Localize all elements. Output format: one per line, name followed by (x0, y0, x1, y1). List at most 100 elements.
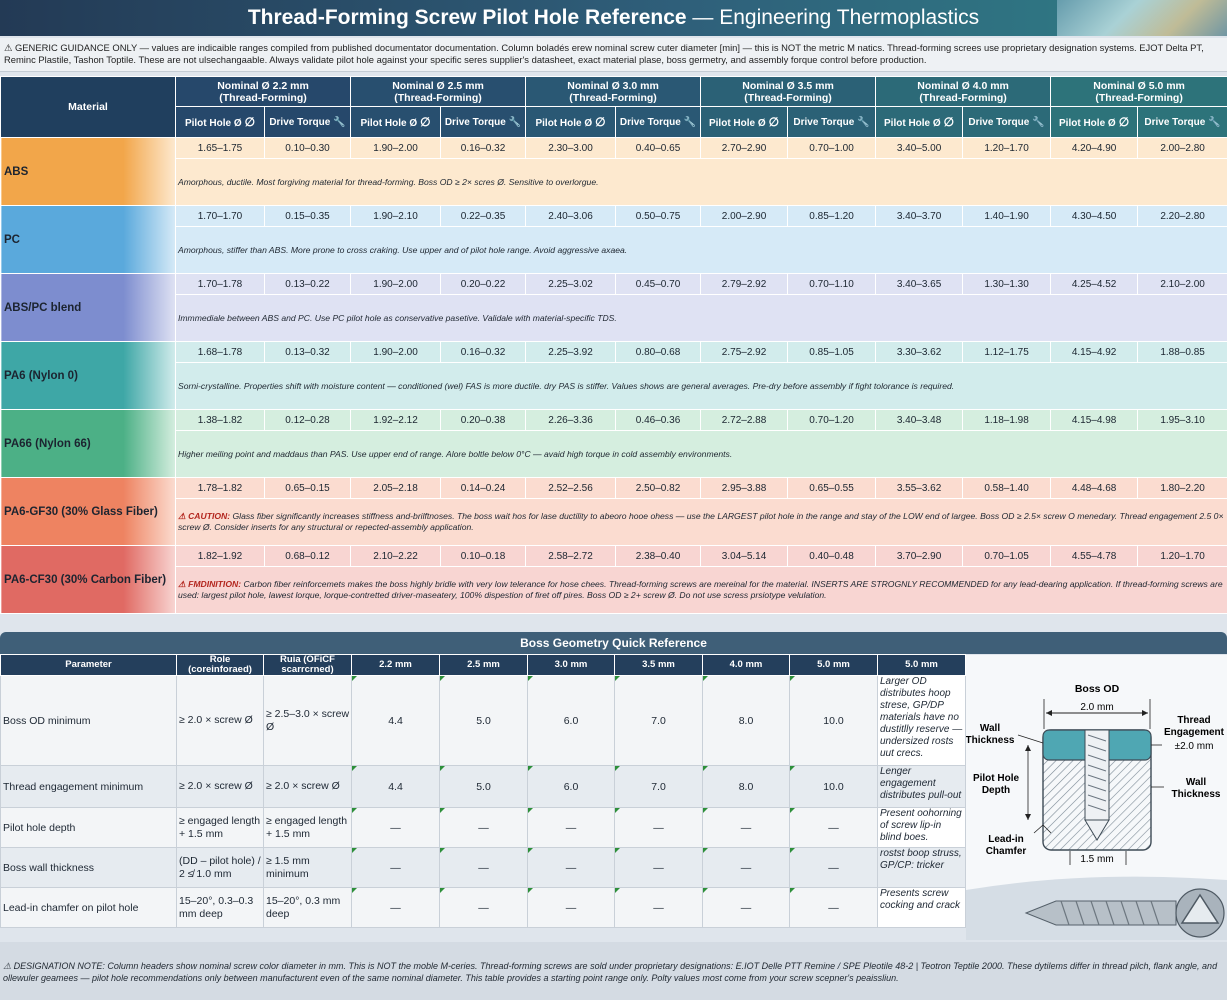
boss-size-value: 7.0 (614, 765, 703, 808)
drive-torque-label: Drive Torque (968, 116, 1030, 128)
wrench-icon: 🔧 (1032, 116, 1045, 128)
boss-size-value: 6.0 (527, 765, 615, 808)
drive-torque-value: 1.12–1.75 (962, 341, 1052, 363)
drive-torque-value: 0.70–1.00 (787, 137, 877, 159)
boss-column-header: Parameter (0, 654, 177, 676)
drive-torque-value: 0.12–0.28 (263, 409, 352, 431)
boss-size-value: — (351, 807, 440, 848)
material-note-text: Amorphous, ductile. Most forgiving mater… (178, 176, 599, 187)
pilot-hole-value: 1.70–1.70 (175, 205, 265, 227)
wrench-icon: 🔧 (857, 116, 870, 128)
diameter-icon: ∅ (595, 115, 606, 129)
size-group-line2: (Thread-Forming) (569, 91, 657, 104)
size-group-line2: (Thread-Forming) (394, 91, 482, 104)
boss-column-header: 2.5 mm (439, 654, 528, 676)
boss-parameter: Boss OD minimum (0, 675, 177, 766)
drive-torque-value: 0.80–0.68 (615, 341, 702, 363)
label-pilot-hole-depth: Pilot Hole Depth (973, 773, 1020, 796)
drive-torque-subheader: Drive Torque 🔧 (1137, 106, 1227, 138)
drive-torque-value: 1.20–1.70 (1137, 545, 1227, 567)
pilot-hole-subheader: Pilot Hole Ø ∅ (350, 106, 442, 138)
drive-torque-value: 0.58–1.40 (962, 477, 1052, 499)
size-group-line1: Nominal Ø 4.0 mm (917, 79, 1009, 92)
boss-column-header: 5.0 mm (789, 654, 878, 676)
pilot-hole-label: Pilot Hole Ø (884, 118, 941, 129)
material-note-row: ⚠ FMDINITION: Carbon fiber reinforcemets… (1, 566, 1227, 614)
material-name: PA66 (Nylon 66) (0, 409, 176, 478)
drive-torque-label: Drive Torque (444, 116, 506, 128)
pilot-hole-value: 2.05–2.18 (350, 477, 442, 499)
boss-row: Thread engagement minimum ≥ 2.0 × screw Ø… (0, 765, 966, 808)
pilot-hole-value: 1.90–2.00 (350, 137, 442, 159)
drive-torque-value: 1.40–1.90 (962, 205, 1052, 227)
drive-torque-value: 0.16–0.32 (440, 137, 527, 159)
material-row: PA66 (Nylon 66) 1.38–1.82 0.12–0.28 1.92–2.… (0, 409, 1227, 478)
boss-size-value: — (527, 807, 615, 848)
wrench-icon: 🔧 (683, 116, 697, 128)
material-note-text: Amorphous, stiffer than ABS. More prone … (178, 244, 628, 255)
material-note-row: Immmediale between ABS and PC. Use PC pi… (1, 294, 1227, 342)
pilot-hole-value: 1.90–2.10 (350, 205, 442, 227)
boss-size-value: — (527, 847, 615, 888)
drive-torque-value: 0.50–0.75 (615, 205, 702, 227)
pilot-hole-value: 3.40–5.00 (875, 137, 964, 159)
size-group-header: Nominal Ø 5.0 mm (Thread-Forming) (1050, 76, 1227, 107)
boss-parameter: Boss wall thickness (0, 847, 177, 888)
drive-torque-value: 0.85–1.05 (787, 341, 877, 363)
material-note: ⚠ FMDINITION: Carbon fiber reinforcemets… (174, 566, 1227, 614)
drive-torque-value: 0.20–0.22 (440, 273, 527, 295)
boss-size-value: 7.0 (614, 675, 703, 766)
boss-size-value: 5.0 (439, 765, 528, 808)
pilot-hole-value: 2.72–2.88 (700, 409, 789, 431)
material-note-row: Higher meiling point and maddaus than PA… (1, 430, 1227, 478)
boss-column-header: 2.2 mm (351, 654, 440, 676)
label-thread-engagement: Thread Engagement (1164, 715, 1225, 738)
boss-rule-reinforced: ≥ 2.0 × screw Ø (176, 765, 264, 808)
wrench-icon: 🔧 (333, 116, 346, 128)
boss-parameter: Pilot hole depth (0, 807, 177, 848)
size-group-line1: Nominal Ø 3.0 mm (567, 79, 659, 92)
label-engagement-value: ±2.0 mm (1175, 741, 1214, 752)
pilot-hole-value: 4.30–4.50 (1050, 205, 1139, 227)
boss-size-value: — (789, 807, 878, 848)
boss-size-value: 10.0 (789, 675, 878, 766)
boss-rule-reinforced: 15–20°, 0.3–0.3 mm deep (176, 887, 264, 928)
size-group-header: Nominal Ø 4.0 mm (Thread-Forming) (875, 76, 1052, 107)
pilot-hole-value: 1.90–2.00 (350, 273, 442, 295)
boss-size-value: 4.4 (351, 675, 440, 766)
drive-torque-value: 0.85–1.20 (787, 205, 877, 227)
boss-size-value: — (789, 847, 878, 888)
material-note: Amorphous, ductile. Most forgiving mater… (174, 158, 1227, 206)
size-group-header: Nominal Ø 2.5 mm (Thread-Forming) (350, 76, 527, 107)
boss-size-value: — (789, 887, 878, 928)
drive-torque-value: 0.20–0.38 (440, 409, 527, 431)
pilot-hole-value: 2.10–2.22 (350, 545, 442, 567)
material-note: Higher meiling point and maddaus than PA… (174, 430, 1227, 478)
drive-torque-value: 0.10–0.18 (440, 545, 527, 567)
boss-row: Boss wall thickness (DD – pilot hole) / 2… (0, 847, 966, 888)
pilot-hole-value: 4.55–4.78 (1050, 545, 1139, 567)
drive-torque-label: Drive Torque (619, 116, 681, 128)
material-note-text: Higher meiling point and maddaus than PA… (178, 448, 733, 459)
size-group-line2: (Thread-Forming) (919, 91, 1007, 104)
size-group-header: Nominal Ø 3.0 mm (Thread-Forming) (525, 76, 702, 107)
boss-geometry-table: Parameter Role (coreinforaed) Ruia (OFiCF … (0, 654, 966, 928)
drive-torque-value: 0.13–0.32 (263, 341, 352, 363)
boss-note-text: Lenger engagement distributes pull-out (880, 766, 962, 802)
boss-size-value: — (439, 887, 528, 928)
pilot-hole-subheader: Pilot Hole Ø ∅ (700, 106, 789, 138)
material-note: Amorphous, stiffer than ABS. More prone … (174, 226, 1227, 274)
pilot-hole-value: 1.78–1.82 (175, 477, 265, 499)
material-note-text: Immmediale between ABS and PC. Use PC pi… (178, 312, 617, 323)
drive-torque-value: 0.40–0.65 (615, 137, 702, 159)
pilot-hole-value: 2.75–2.92 (700, 341, 789, 363)
drive-torque-value: 2.10–2.00 (1137, 273, 1227, 295)
drive-torque-value: 0.40–0.48 (787, 545, 877, 567)
boss-rule-unreinforced: 15–20°, 0.3 mm deep (263, 887, 352, 928)
boss-column-header: 4.0 mm (702, 654, 790, 676)
material-note-text: Carbon fiber reinforcemets makes the bos… (178, 579, 1223, 600)
boss-size-value: — (614, 887, 703, 928)
boss-column-header: 3.5 mm (614, 654, 703, 676)
boss-row: Boss OD minimum ≥ 2.0 × screw Ø ≥ 2.5–3.0 … (0, 675, 966, 766)
boss-column-header: Ruia (OFiCF scarrcrned) (263, 654, 352, 676)
